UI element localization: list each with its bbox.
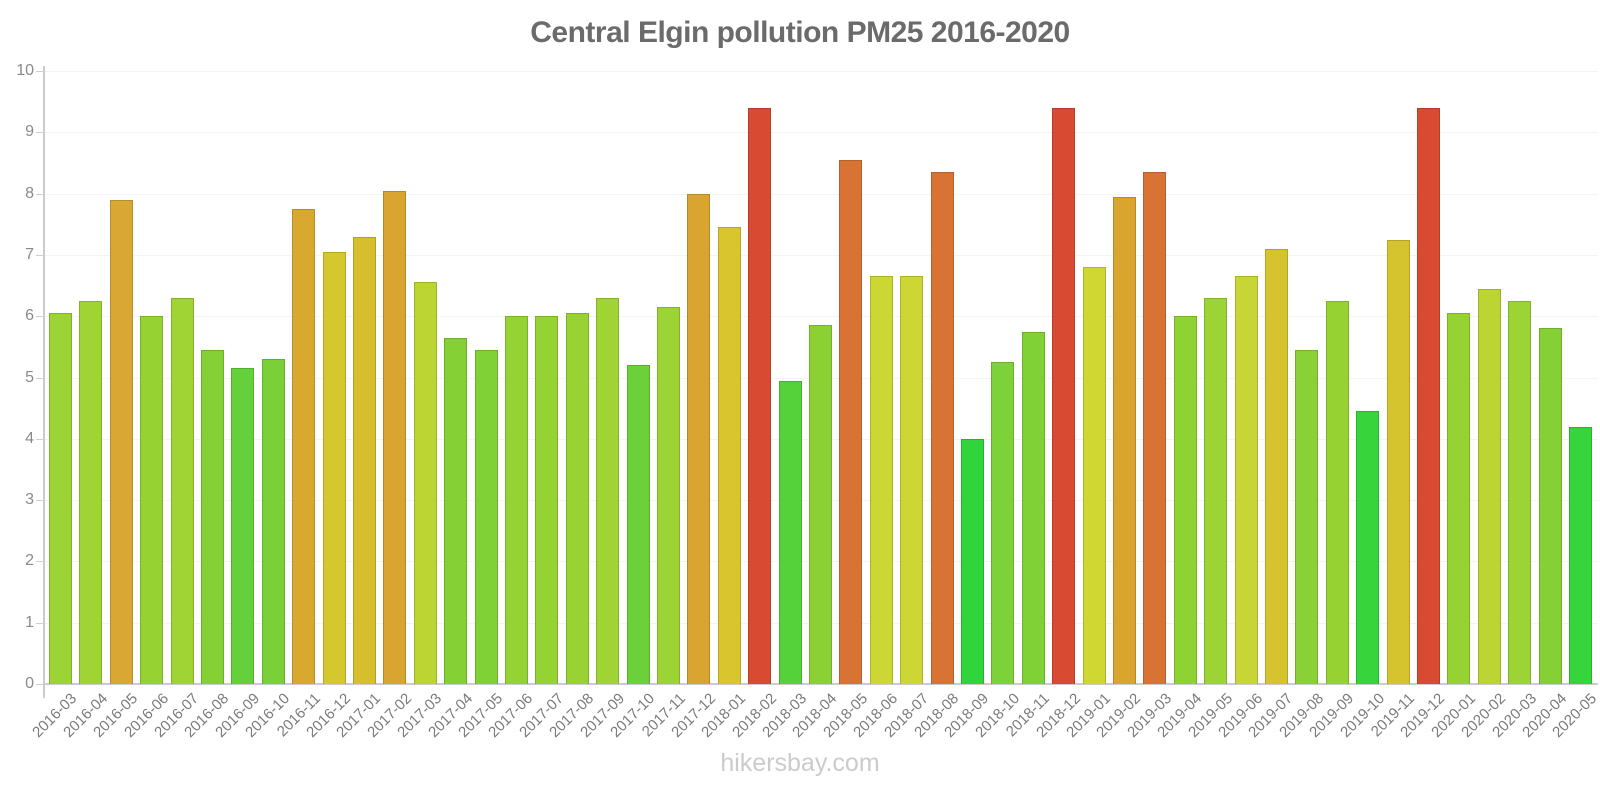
y-axis-tick: [36, 132, 44, 134]
gridline: [44, 316, 1598, 318]
bar-2019-11[interactable]: [1386, 239, 1410, 684]
bar-2016-05[interactable]: [109, 199, 133, 684]
bar-2019-06[interactable]: [1234, 276, 1258, 684]
bar-2016-09[interactable]: [231, 368, 255, 684]
gridline: [44, 254, 1598, 256]
bar-2019-03[interactable]: [1143, 172, 1167, 684]
bar-2018-12[interactable]: [1052, 107, 1076, 684]
y-axis-tick: [36, 193, 44, 195]
bar-2017-05[interactable]: [474, 349, 498, 684]
y-axis-label: 1: [25, 613, 34, 631]
bar-2017-07[interactable]: [535, 316, 559, 684]
bar-2016-06[interactable]: [140, 316, 164, 684]
bar-2018-01[interactable]: [717, 227, 741, 684]
bar-2017-12[interactable]: [687, 193, 711, 684]
gridline: [44, 132, 1598, 134]
gridline: [44, 71, 1598, 72]
bar-2019-08[interactable]: [1295, 349, 1319, 684]
bar-2017-01[interactable]: [353, 236, 376, 684]
y-axis-label: 7: [25, 245, 34, 263]
y-axis-label: 0: [25, 675, 34, 692]
gridline: [44, 193, 1598, 195]
bar-2020-03[interactable]: [1508, 300, 1532, 684]
bar-2016-12[interactable]: [322, 251, 346, 684]
bar-2017-04[interactable]: [444, 337, 468, 684]
y-axis-line: [43, 66, 45, 698]
y-axis-tick: [36, 254, 44, 256]
bar-2019-10[interactable]: [1356, 411, 1380, 684]
bar-2016-04[interactable]: [79, 300, 103, 684]
bar-2018-06[interactable]: [869, 276, 893, 684]
bar-2019-01[interactable]: [1082, 267, 1106, 684]
y-axis-label: 3: [25, 491, 34, 509]
y-axis-label: 9: [25, 123, 34, 141]
y-axis-label: 10: [16, 62, 34, 79]
y-axis-tick: [36, 316, 44, 318]
bar-2020-02[interactable]: [1477, 288, 1501, 684]
y-axis-label: 4: [25, 429, 34, 447]
y-axis-tick: [36, 622, 44, 624]
bar-2017-03[interactable]: [413, 282, 437, 684]
bar-2018-04[interactable]: [809, 325, 832, 684]
bar-2018-08[interactable]: [930, 172, 954, 684]
y-axis-tick: [36, 71, 44, 72]
bar-2018-09[interactable]: [961, 438, 984, 684]
bar-2019-12[interactable]: [1417, 107, 1440, 684]
bar-2017-02[interactable]: [383, 190, 407, 684]
bar-2020-05[interactable]: [1569, 426, 1592, 684]
bar-2020-04[interactable]: [1538, 328, 1562, 684]
bar-2016-08[interactable]: [201, 349, 224, 684]
watermark: hikersbay.com: [720, 749, 880, 777]
bar-2018-11[interactable]: [1021, 331, 1045, 684]
y-axis-tick: [36, 377, 44, 379]
bar-2018-03[interactable]: [778, 380, 802, 684]
bar-2019-04[interactable]: [1173, 316, 1197, 684]
bar-2018-05[interactable]: [839, 159, 863, 684]
bar-2016-07[interactable]: [170, 297, 194, 684]
bar-2017-09[interactable]: [596, 297, 620, 684]
bar-2016-10[interactable]: [261, 359, 285, 684]
bar-2017-06[interactable]: [505, 316, 528, 684]
bar-2016-11[interactable]: [292, 208, 316, 684]
chart-title: Central Elgin pollution PM25 2016-2020: [530, 16, 1070, 49]
bar-2017-10[interactable]: [626, 365, 650, 684]
y-axis-label: 8: [25, 184, 34, 202]
bar-2019-09[interactable]: [1325, 300, 1349, 684]
bar-2019-05[interactable]: [1204, 297, 1228, 684]
bar-2018-10[interactable]: [991, 362, 1015, 684]
bar-2020-01[interactable]: [1447, 313, 1471, 684]
y-axis-tick: [36, 561, 44, 563]
y-axis-tick: [36, 500, 44, 502]
y-axis-label: 6: [25, 307, 34, 325]
y-axis-tick: [36, 438, 44, 440]
x-axis-line: [44, 683, 1598, 685]
bar-2016-03[interactable]: [49, 313, 72, 684]
bar-2018-02[interactable]: [748, 107, 772, 684]
bar-2019-02[interactable]: [1113, 196, 1136, 684]
y-axis-label: 5: [25, 368, 34, 386]
y-axis-label: 2: [25, 552, 34, 570]
y-axis-tick: [36, 684, 44, 685]
bar-2017-11[interactable]: [657, 307, 680, 684]
bar-2018-07[interactable]: [900, 276, 924, 684]
bar-2017-08[interactable]: [565, 313, 589, 684]
bar-2019-07[interactable]: [1265, 248, 1288, 684]
